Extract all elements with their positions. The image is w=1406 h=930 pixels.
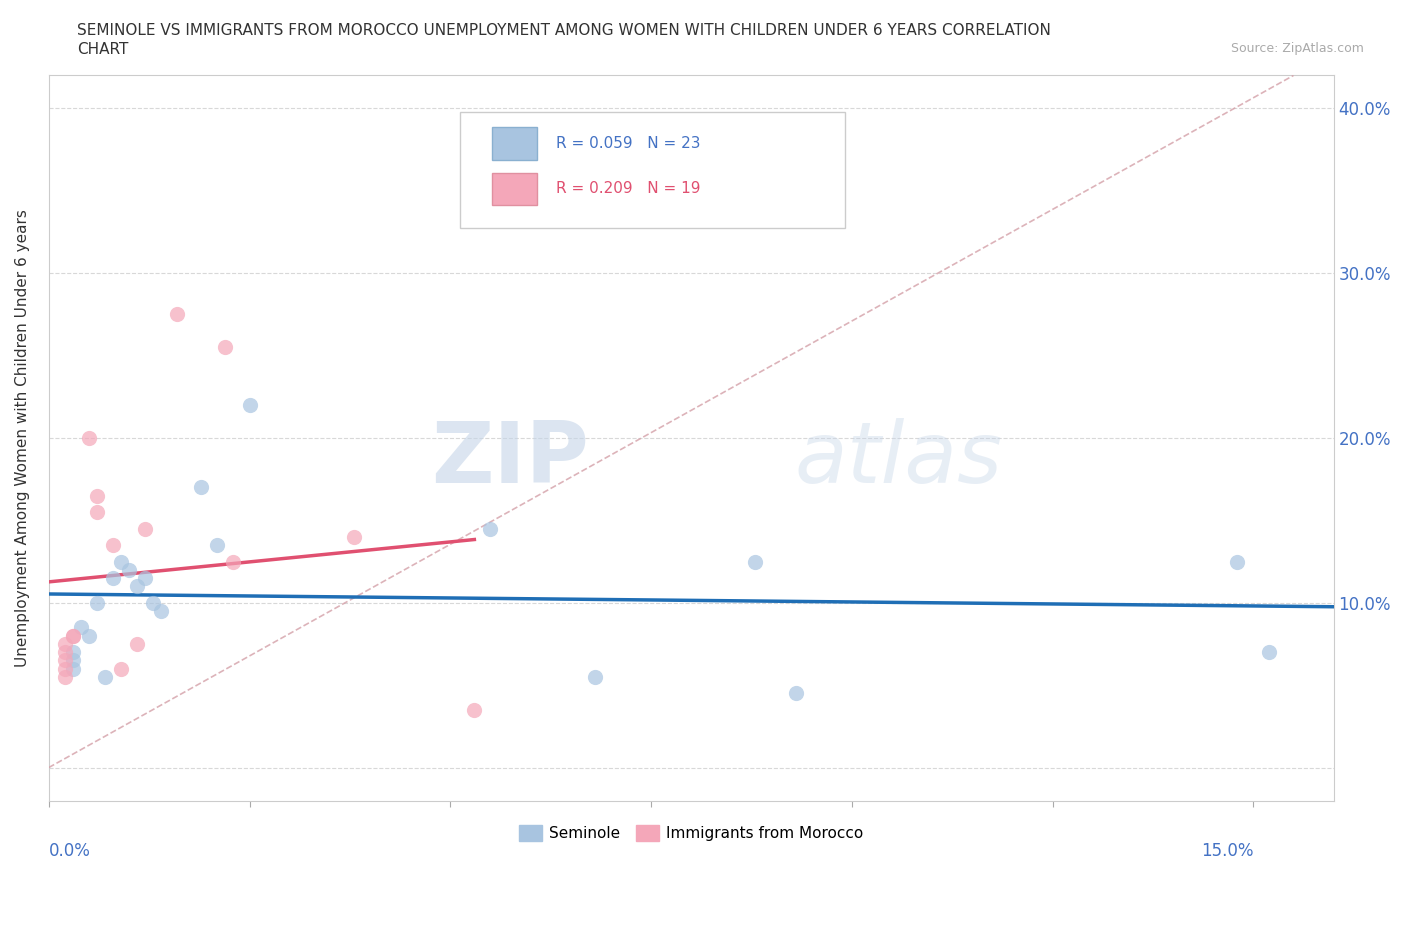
Text: R = 0.059   N = 23: R = 0.059 N = 23 [557,136,700,151]
Point [53,670,76,684]
Text: SEMINOLE VS IMMIGRANTS FROM MOROCCO UNEMPLOYMENT AMONG WOMEN WITH CHILDREN UNDER: SEMINOLE VS IMMIGRANTS FROM MOROCCO UNEM… [77,23,1052,38]
Point [1258,644,1281,659]
Point [53,653,76,668]
Point [62,629,84,644]
Point [62,653,84,668]
Point [142,595,165,610]
FancyBboxPatch shape [492,173,537,206]
Point [101,571,124,586]
Point [62,661,84,676]
Point [166,307,188,322]
Text: atlas: atlas [794,418,1002,501]
Point [77,431,100,445]
Point [86,595,108,610]
Point [1226,554,1249,569]
Text: ZIP: ZIP [430,418,588,501]
Point [463,702,485,717]
Point [343,529,366,544]
Point [190,480,212,495]
Legend: Seminole, Immigrants from Morocco: Seminole, Immigrants from Morocco [513,819,870,847]
Point [110,661,132,676]
Point [53,644,76,659]
Point [150,604,173,618]
Point [53,636,76,651]
Point [94,670,117,684]
Point [785,686,807,701]
Point [70,620,93,635]
FancyBboxPatch shape [492,126,537,160]
Point [744,554,766,569]
Point [238,398,260,413]
Text: Source: ZipAtlas.com: Source: ZipAtlas.com [1230,42,1364,55]
Point [86,505,108,520]
Text: CHART: CHART [77,42,129,57]
Point [77,629,100,644]
Text: R = 0.209   N = 19: R = 0.209 N = 19 [557,181,700,196]
Point [479,521,502,536]
Point [583,670,606,684]
Point [222,554,245,569]
Point [214,339,236,354]
Point [134,571,156,586]
Point [127,578,149,593]
Point [207,538,229,552]
Point [118,563,141,578]
Point [110,554,132,569]
Point [53,661,76,676]
FancyBboxPatch shape [460,112,845,228]
Text: 0.0%: 0.0% [49,842,90,859]
Text: 15.0%: 15.0% [1201,842,1253,859]
Point [62,644,84,659]
Point [86,488,108,503]
Point [101,538,124,552]
Y-axis label: Unemployment Among Women with Children Under 6 years: Unemployment Among Women with Children U… [15,209,30,667]
Point [62,629,84,644]
Point [134,521,156,536]
Point [127,636,149,651]
